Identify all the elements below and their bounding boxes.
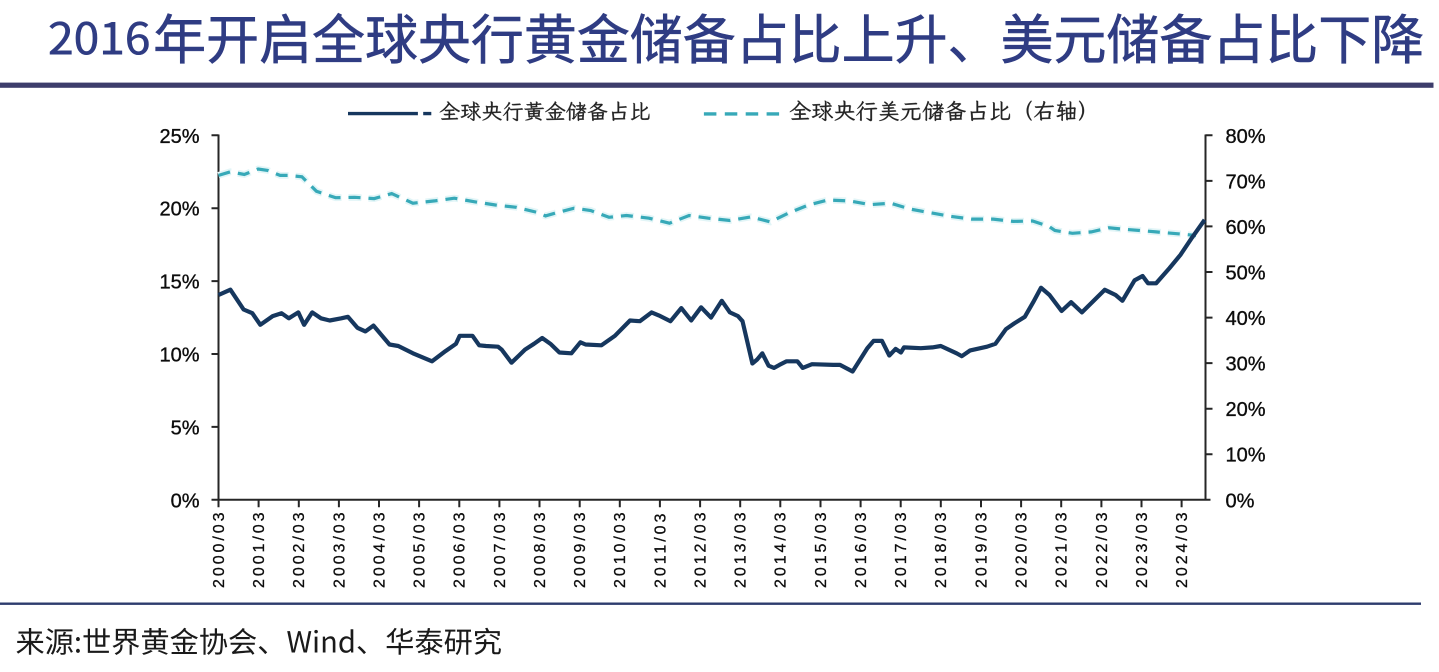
- svg-text:2005/03: 2005/03: [412, 510, 429, 589]
- svg-text:50%: 50%: [1226, 263, 1266, 285]
- svg-text:2004/03: 2004/03: [371, 510, 388, 589]
- svg-text:2010/03: 2010/03: [612, 510, 629, 589]
- svg-text:2001/03: 2001/03: [251, 510, 268, 589]
- svg-text:10%: 10%: [1226, 445, 1266, 467]
- svg-text:2000/03: 2000/03: [211, 510, 228, 589]
- svg-text:80%: 80%: [1226, 126, 1266, 148]
- svg-text:0%: 0%: [171, 490, 200, 512]
- svg-text:30%: 30%: [1226, 354, 1266, 376]
- svg-text:2018/03: 2018/03: [933, 510, 950, 589]
- svg-text:2011/03: 2011/03: [652, 511, 669, 588]
- svg-text:2022/03: 2022/03: [1094, 510, 1111, 589]
- svg-text:2015/03: 2015/03: [813, 510, 830, 589]
- svg-text:2002/03: 2002/03: [291, 510, 308, 589]
- svg-text:20%: 20%: [159, 199, 199, 221]
- svg-text:25%: 25%: [159, 126, 199, 148]
- svg-text:2006/03: 2006/03: [452, 510, 469, 589]
- svg-text:10%: 10%: [159, 345, 199, 367]
- svg-text:2003/03: 2003/03: [331, 510, 348, 589]
- svg-text:40%: 40%: [1226, 308, 1266, 330]
- svg-text:2019/03: 2019/03: [973, 510, 990, 589]
- svg-text:2024/03: 2024/03: [1174, 510, 1191, 589]
- svg-text:2012/03: 2012/03: [693, 510, 710, 589]
- svg-text:2008/03: 2008/03: [532, 510, 549, 589]
- svg-text:2009/03: 2009/03: [572, 510, 589, 589]
- svg-text:60%: 60%: [1226, 217, 1266, 239]
- svg-text:15%: 15%: [159, 272, 199, 294]
- svg-text:2016/03: 2016/03: [853, 510, 870, 589]
- svg-text:2017/03: 2017/03: [893, 510, 910, 589]
- svg-text:2013/03: 2013/03: [733, 510, 750, 589]
- svg-text:2021/03: 2021/03: [1054, 510, 1071, 589]
- svg-text:20%: 20%: [1226, 399, 1266, 421]
- svg-text:70%: 70%: [1226, 171, 1266, 193]
- svg-text:2020/03: 2020/03: [1014, 510, 1031, 589]
- svg-text:2007/03: 2007/03: [492, 510, 509, 589]
- svg-text:2023/03: 2023/03: [1134, 510, 1151, 589]
- svg-text:0%: 0%: [1226, 490, 1255, 512]
- svg-text:5%: 5%: [171, 417, 200, 439]
- svg-text:2014/03: 2014/03: [773, 510, 790, 589]
